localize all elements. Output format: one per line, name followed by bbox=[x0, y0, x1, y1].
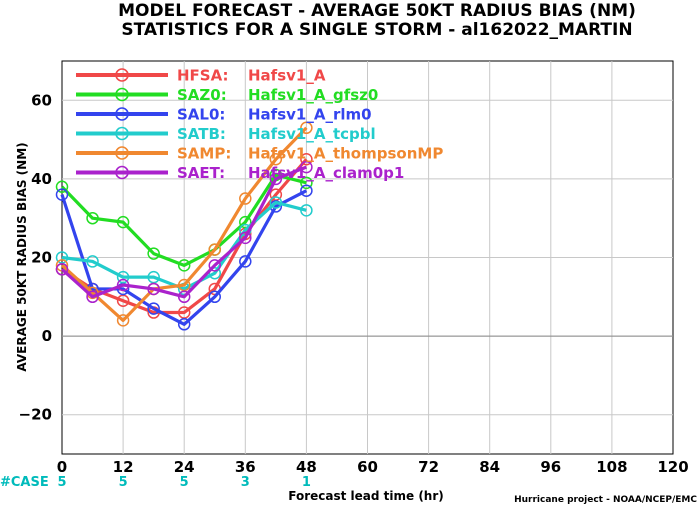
data-point bbox=[269, 196, 283, 209]
grid bbox=[62, 61, 673, 454]
legend-marker bbox=[115, 68, 129, 82]
x-tick-label: 120 bbox=[657, 458, 688, 476]
legend-marker bbox=[115, 87, 129, 102]
data-point bbox=[177, 306, 191, 319]
legend-name: SAL0: bbox=[177, 106, 225, 124]
x-tick-label: 72 bbox=[418, 458, 439, 476]
data-point bbox=[147, 270, 160, 284]
series-Hafsv1_A_rlm0 bbox=[55, 184, 313, 331]
data-point bbox=[147, 302, 160, 315]
data-point bbox=[239, 215, 252, 229]
data-point bbox=[177, 259, 191, 272]
series-Hafsv1_A_tcpbl bbox=[55, 196, 313, 296]
case-count: 3 bbox=[241, 475, 250, 490]
y-tick-label: 20 bbox=[31, 249, 52, 267]
y-axis-title: AVERAGE 50KT RADIUS BIAS (NM) bbox=[15, 142, 29, 371]
legend-marker bbox=[115, 107, 129, 121]
x-tick-label: 108 bbox=[596, 458, 627, 476]
legend: HFSA: Hafsv1_A SAZ0: Hafsv1_A_gfsz0 SAL0: Haf… bbox=[76, 67, 443, 182]
series-Hafsv1_A_clam0p1 bbox=[55, 160, 313, 304]
series-line bbox=[60, 165, 307, 299]
data-point bbox=[116, 215, 130, 229]
series-line bbox=[60, 189, 308, 326]
legend-marker bbox=[115, 126, 129, 141]
data-point bbox=[55, 251, 69, 264]
data-point bbox=[147, 282, 160, 296]
legend-desc: Hafsv1_A_thompsonMP bbox=[248, 145, 443, 163]
data-point bbox=[269, 153, 283, 166]
data-point bbox=[208, 259, 221, 272]
data-point bbox=[86, 290, 99, 304]
x-tick-label: 96 bbox=[540, 458, 561, 476]
x-tick-label: 60 bbox=[357, 458, 378, 476]
data-point bbox=[55, 180, 69, 194]
legend-desc: Hafsv1_A_gfsz0 bbox=[248, 86, 378, 104]
x-tick-label: 12 bbox=[113, 458, 134, 476]
legend-name: SAET: bbox=[177, 164, 225, 182]
data-point bbox=[116, 314, 130, 327]
data-point bbox=[239, 192, 252, 205]
x-axis-title: Forecast lead time (hr) bbox=[288, 489, 444, 503]
data-point bbox=[300, 176, 313, 190]
legend-desc: Hafsv1_A_tcpbl bbox=[248, 125, 376, 143]
data-point bbox=[269, 172, 283, 186]
y-tick-label: 60 bbox=[31, 91, 52, 109]
data-point bbox=[300, 153, 313, 166]
title-line-1: MODEL FORECAST - AVERAGE 50KT RADIUS BIA… bbox=[118, 1, 636, 21]
data-point bbox=[300, 184, 313, 197]
data-point bbox=[239, 255, 252, 268]
data-point bbox=[208, 243, 221, 256]
credit: Hurricane project - NOAA/NCEP/EMC bbox=[514, 495, 697, 505]
legend-desc: Hafsv1_A_rlm0 bbox=[248, 106, 372, 124]
legend-marker bbox=[115, 165, 129, 180]
title-line-2: STATISTICS FOR A SINGLE STORM - al162022… bbox=[121, 20, 632, 40]
series-line bbox=[61, 200, 307, 291]
x-tick-label: 48 bbox=[296, 458, 317, 476]
legend-name: SAMP: bbox=[177, 145, 231, 163]
data-point bbox=[116, 278, 130, 292]
data-point bbox=[300, 160, 313, 174]
x-tick-labels: 0 12 24 36 48 60 72 84 96 108 120 bbox=[57, 458, 689, 476]
data-point bbox=[116, 294, 130, 307]
data-point bbox=[208, 290, 221, 304]
data-point bbox=[86, 255, 99, 268]
case-count: 1 bbox=[302, 475, 311, 490]
legend-name: HFSA: bbox=[177, 67, 229, 85]
legend-desc: Hafsv1_A_clam0p1 bbox=[248, 164, 404, 182]
legend-marker bbox=[115, 146, 129, 160]
case-count: 5 bbox=[119, 475, 128, 490]
data-point bbox=[86, 211, 99, 225]
legend-name: SATB: bbox=[177, 125, 226, 143]
case-counts: 5 5 5 3 1 bbox=[57, 475, 310, 490]
data-point bbox=[116, 270, 130, 284]
case-label: #CASE bbox=[0, 475, 49, 490]
legend-name: SAZ0: bbox=[177, 86, 227, 104]
series-line bbox=[60, 173, 307, 267]
x-tick-label: 84 bbox=[479, 458, 500, 476]
data-point bbox=[239, 231, 252, 245]
data-point bbox=[177, 318, 191, 331]
x-tick-label: 36 bbox=[235, 458, 256, 476]
x-tick-label: 0 bbox=[57, 458, 67, 476]
data-point bbox=[177, 290, 191, 304]
series-line bbox=[60, 126, 308, 322]
y-tick-label: 0 bbox=[42, 327, 52, 345]
y-tick-label: 40 bbox=[31, 170, 52, 188]
series-layer bbox=[55, 121, 313, 331]
data-point bbox=[55, 263, 69, 276]
data-point bbox=[269, 188, 283, 201]
case-count: 5 bbox=[180, 475, 189, 490]
legend-desc: Hafsv1_A bbox=[248, 67, 326, 85]
x-tick-label: 24 bbox=[174, 458, 195, 476]
case-count: 5 bbox=[57, 475, 66, 490]
data-point bbox=[147, 247, 160, 260]
data-point bbox=[177, 278, 191, 292]
data-point bbox=[300, 204, 313, 217]
y-tick-labels: −20 0 20 40 60 bbox=[19, 91, 52, 423]
data-point bbox=[300, 121, 313, 135]
data-point bbox=[55, 188, 69, 201]
y-tick-label: −20 bbox=[19, 406, 52, 424]
